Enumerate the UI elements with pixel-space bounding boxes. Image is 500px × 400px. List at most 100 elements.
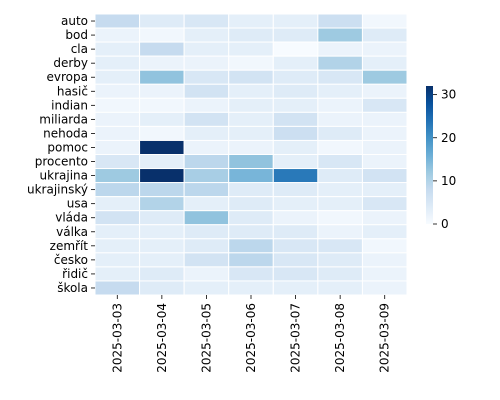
heatmap-cell — [228, 224, 274, 240]
heatmap-cell — [139, 83, 185, 99]
heatmap-cell — [361, 111, 408, 127]
heatmap-cell — [183, 13, 230, 29]
heatmap-cell — [139, 97, 185, 113]
heatmap-cell — [94, 125, 141, 141]
y-tick-label: ukrajina — [40, 169, 88, 183]
heatmap-cell — [228, 196, 274, 212]
heatmap-cell — [183, 224, 230, 240]
x-tick-label: 2025-03-06 — [244, 303, 258, 373]
heatmap-cell — [317, 139, 363, 155]
heatmap-cell — [228, 182, 274, 198]
heatmap-cell — [317, 97, 363, 113]
colorbar-tick-label: 10 — [441, 174, 456, 188]
heatmap-cell — [272, 168, 319, 184]
y-tick-label: evropa — [47, 70, 88, 84]
heatmap-cell — [361, 238, 408, 254]
heatmap-cell — [317, 182, 363, 198]
heatmap-cell — [183, 27, 230, 43]
heatmap-cell — [94, 83, 141, 99]
heatmap-cell — [361, 27, 408, 43]
heatmap-cell — [228, 125, 274, 141]
heatmap-cell — [228, 266, 274, 282]
heatmap-cell — [228, 111, 274, 127]
heatmap-cell — [317, 168, 363, 184]
heatmap-cell — [183, 139, 230, 155]
heatmap-cell — [139, 252, 185, 268]
y-tick-label: indian — [51, 98, 88, 112]
heatmap-cell — [139, 125, 185, 141]
heatmap-cell — [317, 238, 363, 254]
heatmap-cell — [183, 182, 230, 198]
heatmap-cell — [272, 125, 319, 141]
heatmap-cell — [183, 83, 230, 99]
heatmap-cell — [317, 224, 363, 240]
heatmap-cell — [94, 55, 141, 71]
heatmap-cell — [94, 238, 141, 254]
y-tick-label: miliarda — [39, 112, 88, 126]
y-tick-label: bod — [65, 28, 88, 42]
heatmap-cell — [228, 210, 274, 226]
heatmap-cell — [183, 280, 230, 296]
y-tick-label: cla — [71, 42, 88, 56]
heatmap-cell — [94, 224, 141, 240]
heatmap-cell — [272, 55, 319, 71]
heatmap-cell — [183, 196, 230, 212]
heatmap-cell — [94, 266, 141, 282]
heatmap-cell — [361, 125, 408, 141]
heatmap-cell — [272, 97, 319, 113]
heatmap-cell — [94, 139, 141, 155]
x-tick-label: 2025-03-04 — [155, 303, 169, 373]
x-tick-label: 2025-03-03 — [110, 303, 124, 373]
heatmap-cell — [272, 266, 319, 282]
heatmap-cell — [317, 41, 363, 57]
heatmap-cell — [94, 280, 141, 296]
heatmap-cell — [228, 83, 274, 99]
heatmap-cell — [317, 69, 363, 85]
heatmap-cell — [139, 210, 185, 226]
y-tick-label: vláda — [55, 211, 88, 225]
y-tick-label: česko — [54, 253, 88, 267]
heatmap-cell — [183, 252, 230, 268]
heatmap-cell — [317, 252, 363, 268]
heatmap-cell — [94, 27, 141, 43]
y-tick-label: ukrajinský — [27, 183, 88, 197]
heatmap-cell — [228, 27, 274, 43]
heatmap-cell — [94, 210, 141, 226]
heatmap-cell — [183, 125, 230, 141]
heatmap-cell — [139, 13, 185, 29]
heatmap-cell — [139, 224, 185, 240]
y-tick-label: válka — [56, 225, 88, 239]
heatmap-cell — [361, 196, 408, 212]
x-tick-label: 2025-03-07 — [289, 303, 303, 373]
heatmap-cell — [94, 252, 141, 268]
heatmap-cell — [272, 27, 319, 43]
y-tick-labels: autobodcladerbyevropahasičindianmiliarda… — [27, 14, 95, 295]
heatmap-cell — [317, 280, 363, 296]
heatmap-cell — [139, 154, 185, 170]
heatmap-cell — [361, 168, 408, 184]
heatmap-cell — [183, 266, 230, 282]
heatmap-cell — [94, 168, 141, 184]
x-tick-label: 2025-03-08 — [333, 303, 347, 373]
colorbar-tick-label: 20 — [441, 131, 456, 145]
heatmap-cell — [272, 41, 319, 57]
y-tick-label: auto — [61, 14, 88, 28]
heatmap-cell — [361, 210, 408, 226]
heatmap-cell — [272, 196, 319, 212]
heatmap-cell — [183, 238, 230, 254]
x-tick-label: 2025-03-09 — [378, 303, 392, 373]
heatmap-cell — [317, 13, 363, 29]
heatmap-cell — [228, 97, 274, 113]
heatmap-cell — [361, 55, 408, 71]
heatmap-cell — [94, 41, 141, 57]
heatmap-cell — [361, 69, 408, 85]
heatmap-cell — [228, 154, 274, 170]
heatmap-cell — [183, 111, 230, 127]
heatmap-cell — [361, 139, 408, 155]
heatmap-cell — [228, 238, 274, 254]
colorbar-gradient — [426, 86, 433, 224]
colorbar-tick-label: 0 — [441, 217, 449, 231]
heatmap-cell — [272, 83, 319, 99]
y-tick-label: nehoda — [43, 126, 88, 140]
heatmap-cell — [317, 154, 363, 170]
